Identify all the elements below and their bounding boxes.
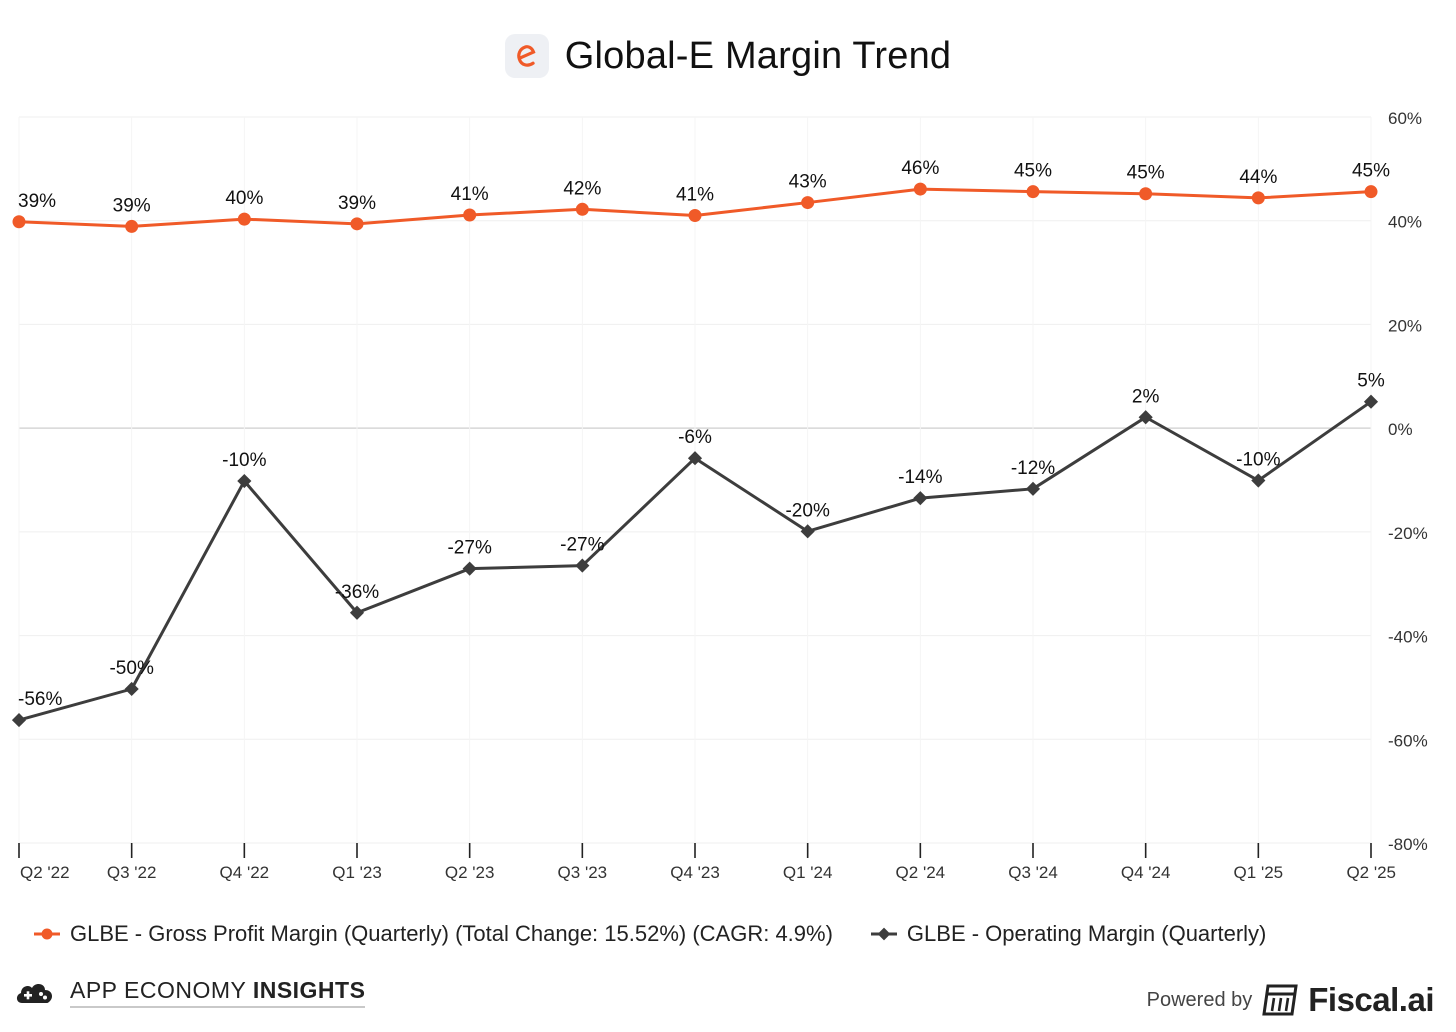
legend-label: GLBE - Operating Margin (Quarterly) xyxy=(906,921,1267,946)
data-label: -20% xyxy=(785,500,829,521)
data-label: -10% xyxy=(1236,450,1280,471)
data-point xyxy=(1364,185,1378,199)
data-label: 41% xyxy=(451,184,489,205)
y-tick-label: 20% xyxy=(1388,316,1422,335)
x-tick-label: Q3 '24 xyxy=(1008,863,1058,882)
x-tick-label: Q2 '25 xyxy=(1346,863,1396,882)
axes: 60% 40% 20% 0% -20% -40% -60% -80% Q2 '22 Q3 '22 Q… xyxy=(18,109,1428,882)
data-label: -12% xyxy=(1011,458,1055,479)
powered-by-text: Powered by xyxy=(1146,988,1253,1011)
data-label: 43% xyxy=(789,172,827,193)
x-tick-label: Q2 '22 xyxy=(20,863,70,882)
data-point xyxy=(237,212,251,226)
data-label: -36% xyxy=(335,582,379,603)
series xyxy=(11,182,1379,728)
margin-chart: 60% 40% 20% 0% -20% -40% -60% -80% Q2 '22 Q3 '22 Q… xyxy=(11,109,1428,882)
x-tick-label: Q4 '23 xyxy=(670,863,720,882)
data-point xyxy=(1138,410,1153,425)
data-point xyxy=(463,208,477,222)
data-label: 42% xyxy=(563,178,601,199)
data-point xyxy=(913,182,927,196)
data-point xyxy=(350,217,364,231)
chart-header: Global-E Margin Trend xyxy=(0,28,1456,84)
global-e-logo-icon xyxy=(504,34,549,78)
data-label: 45% xyxy=(1127,163,1165,184)
y-tick-label: 0% xyxy=(1388,420,1413,439)
data-label: 39% xyxy=(18,191,56,212)
data-point xyxy=(1251,473,1266,488)
data-point xyxy=(462,561,477,576)
data-label: 44% xyxy=(1239,167,1277,188)
data-point xyxy=(1026,185,1040,199)
y-tick-label: -80% xyxy=(1388,835,1428,854)
data-point xyxy=(913,491,928,506)
data-point xyxy=(124,681,139,697)
chart-title: Global-E Margin Trend xyxy=(564,34,952,77)
fiscal-ai-name: Fiscal.ai xyxy=(1308,981,1434,1018)
x-tick-label: Q4 '24 xyxy=(1121,863,1171,882)
x-tick-label: Q1 '24 xyxy=(783,863,833,882)
data-point xyxy=(801,196,815,210)
legend-item-gross-margin[interactable]: GLBE - Gross Profit Margin (Quarterly) (… xyxy=(32,921,833,947)
y-tick-label: -40% xyxy=(1388,628,1428,647)
chart-legend: GLBE - Gross Profit Margin (Quarterly) (… xyxy=(32,916,1432,952)
data-point xyxy=(1139,187,1153,201)
data-label: -6% xyxy=(678,427,712,448)
x-tick-label: Q2 '23 xyxy=(445,863,495,882)
data-point xyxy=(1251,191,1265,205)
data-label: -10% xyxy=(222,450,266,471)
x-tick-label: Q1 '25 xyxy=(1234,863,1284,882)
data-label: 46% xyxy=(901,158,939,179)
cloud-gamepad-icon xyxy=(16,984,53,1003)
brand-bold: INSIGHTS xyxy=(252,976,366,1003)
data-label: 5% xyxy=(1357,371,1385,392)
x-tick-label: Q3 '22 xyxy=(107,863,157,882)
data-point xyxy=(1025,481,1041,496)
data-point xyxy=(575,202,589,216)
data-label: 41% xyxy=(676,185,714,206)
data-point xyxy=(237,473,252,489)
data-labels: 39% 39% 40% 39% 41% 42% 41% 43% 46% 45% 45% 44% 45% -… xyxy=(18,158,1390,710)
data-point xyxy=(349,605,365,620)
data-point xyxy=(687,451,703,466)
legend-circle-marker-icon xyxy=(34,928,60,940)
data-label: 45% xyxy=(1352,161,1390,182)
data-point xyxy=(800,524,815,539)
brand-prefix: APP ECONOMY xyxy=(70,976,253,1003)
data-label: -27% xyxy=(560,535,604,556)
data-label: 45% xyxy=(1014,161,1052,182)
data-point xyxy=(1363,394,1379,409)
x-tick-label: Q3 '23 xyxy=(558,863,608,882)
data-label: 39% xyxy=(113,195,151,216)
x-tick-label: Q4 '22 xyxy=(220,863,270,882)
data-label: -56% xyxy=(18,689,62,710)
y-tick-label: 40% xyxy=(1388,213,1422,232)
data-point xyxy=(11,713,27,728)
x-tick-label: Q1 '23 xyxy=(332,863,382,882)
data-label: 2% xyxy=(1132,386,1160,407)
legend-diamond-marker-icon xyxy=(870,927,897,941)
y-tick-label: -60% xyxy=(1388,731,1428,750)
y-tick-label: -20% xyxy=(1388,524,1428,543)
data-label: 40% xyxy=(225,188,263,209)
x-tick-label: Q2 '24 xyxy=(896,863,946,882)
data-point xyxy=(575,558,590,573)
grid-lines xyxy=(18,116,1372,844)
y-tick-label: 60% xyxy=(1388,109,1422,128)
legend-item-operating-margin[interactable]: GLBE - Operating Margin (Quarterly) xyxy=(869,921,1266,947)
data-point xyxy=(125,219,139,233)
fiscal-ai-brand: Powered by Fiscal.ai xyxy=(1146,978,1435,1022)
fiscal-calculator-icon xyxy=(1262,984,1298,1016)
data-point xyxy=(12,215,26,229)
app-economy-insights-brand: APP ECONOMY INSIGHTS xyxy=(14,972,366,1012)
data-label: -27% xyxy=(447,538,491,559)
legend-label: GLBE - Gross Profit Margin (Quarterly) (… xyxy=(70,921,833,946)
data-label: -14% xyxy=(898,467,942,488)
data-label: -50% xyxy=(109,658,153,679)
data-point xyxy=(688,209,702,223)
data-label: 39% xyxy=(338,193,376,214)
